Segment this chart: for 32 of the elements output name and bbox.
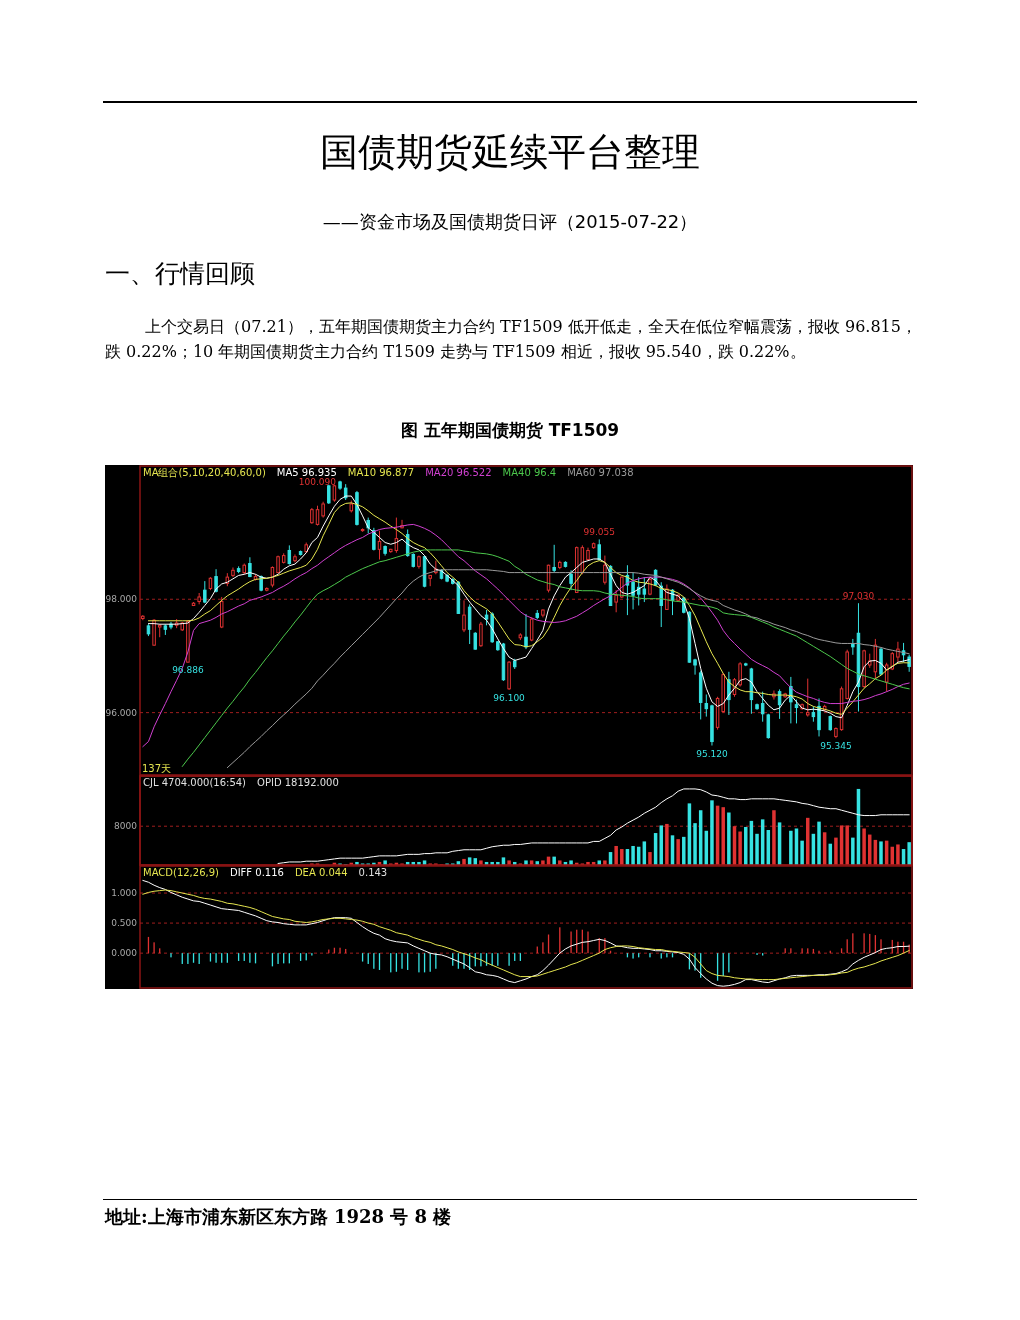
text: MA5 96.935 [276, 467, 337, 478]
annotation: 137天 [142, 763, 172, 774]
chart-title: 国债期货延续平台整理 [319, 129, 701, 176]
text: MA10 96.877 [347, 467, 415, 478]
annotation: 95.120 [696, 748, 728, 759]
y-tick-label: 98.000 [105, 594, 138, 605]
legend-title: MA组合(5,10,20,40,60,0) [143, 467, 266, 478]
text: 8000 [114, 821, 138, 832]
text: MA20 96.522 [425, 467, 492, 478]
annotation: 100.090 [298, 476, 337, 487]
text: CJL 4704.000(16:54) [143, 777, 247, 788]
annotation: 96.886 [172, 665, 204, 676]
annotation: 95.345 [820, 741, 852, 752]
text: 图 五年期国债期货 TF1509 [399, 419, 621, 441]
y-tick-label: 96.000 [105, 707, 138, 718]
annotation: 0.143 [358, 867, 388, 878]
text: DEA 0.044 [294, 867, 348, 878]
y-tick-label: 0.500 [111, 918, 138, 929]
y-tick-label: 0.000 [111, 948, 138, 959]
text: 一、行情回顾 [105, 258, 255, 290]
annotation: 99.055 [583, 527, 616, 538]
text: 地址:上海市浦东新区东方路 1928 号 8 楼 [105, 1205, 452, 1229]
text: OPID 18192.000 [257, 777, 339, 788]
text: MA60 97.038 [567, 467, 634, 478]
text: DIFF 0.116 [229, 867, 284, 878]
text: MA40 96.4 [502, 467, 557, 478]
annotation: 96.100 [493, 692, 526, 703]
text: 上个交易日（07.21），五年期国债期货主力合约 TF1509 低开低走，全天在低位窄幅震荡，报收 96.815，跌 0.22%；10 年期国债期货主力合约 T1509 走势与 TF1509 相近，报收 95.540，跌 0.22%。 [105, 316, 917, 363]
y-tick-label: 1.000 [111, 888, 138, 899]
annotation: 97.030 [842, 591, 875, 602]
chart-subtitle: ——资金市场及国债期货日评（2015-07-22） [321, 210, 699, 234]
legend-title: MACD(12,26,9) [143, 867, 220, 878]
